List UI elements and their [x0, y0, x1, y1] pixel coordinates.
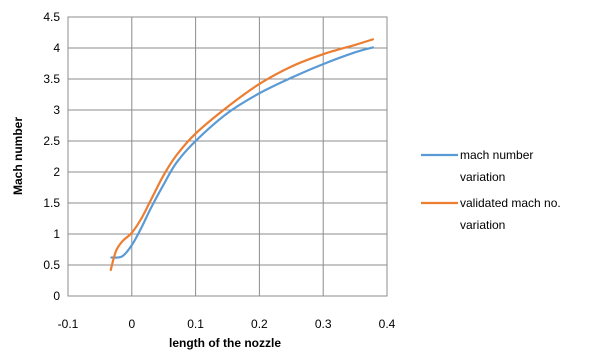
y-tick-label: 4.5: [43, 10, 60, 24]
series-line-1: [109, 38, 375, 272]
y-tick-label: 0: [53, 289, 60, 303]
x-tick-label: 0.2: [251, 317, 268, 331]
legend-label-1: variation: [460, 218, 505, 232]
y-tick-label: 4: [53, 41, 60, 55]
series-line-0: [110, 46, 375, 259]
x-axis-title: length of the nozzle: [169, 336, 281, 350]
x-tick-labels: -0.1 0 0.1 0.2 0.3 0.4: [58, 317, 396, 331]
legend-label-0: variation: [460, 170, 505, 184]
x-tick-label: 0.1: [187, 317, 204, 331]
y-tick-label: 2.5: [43, 134, 60, 148]
y-tick-label: 3.5: [43, 72, 60, 86]
legend-label-1: validated mach no.: [460, 196, 561, 210]
x-tick-label: 0: [128, 317, 135, 331]
y-tick-label: 1: [53, 227, 60, 241]
legend-entry-1: validated mach no. variation: [421, 196, 561, 232]
x-tick-label: 0.3: [315, 317, 332, 331]
y-tick-label: 1.5: [43, 196, 60, 210]
legend-entry-0: mach number variation: [421, 148, 533, 184]
y-tick-label: 3: [53, 103, 60, 117]
series-lines: [109, 38, 375, 272]
grid-lines: [67, 16, 388, 297]
plot-area-frame: [67, 16, 388, 297]
y-tick-labels: 0 0.5 1 1.5 2 2.5 3 3.5 4 4.5: [43, 10, 60, 303]
x-tick-label: -0.1: [58, 317, 79, 331]
y-tick-label: 2: [53, 165, 60, 179]
legend-label-0: mach number: [460, 148, 533, 162]
x-tick-label: 0.4: [379, 317, 396, 331]
y-axis-title: Mach number: [11, 117, 25, 195]
y-tick-label: 0.5: [43, 258, 60, 272]
